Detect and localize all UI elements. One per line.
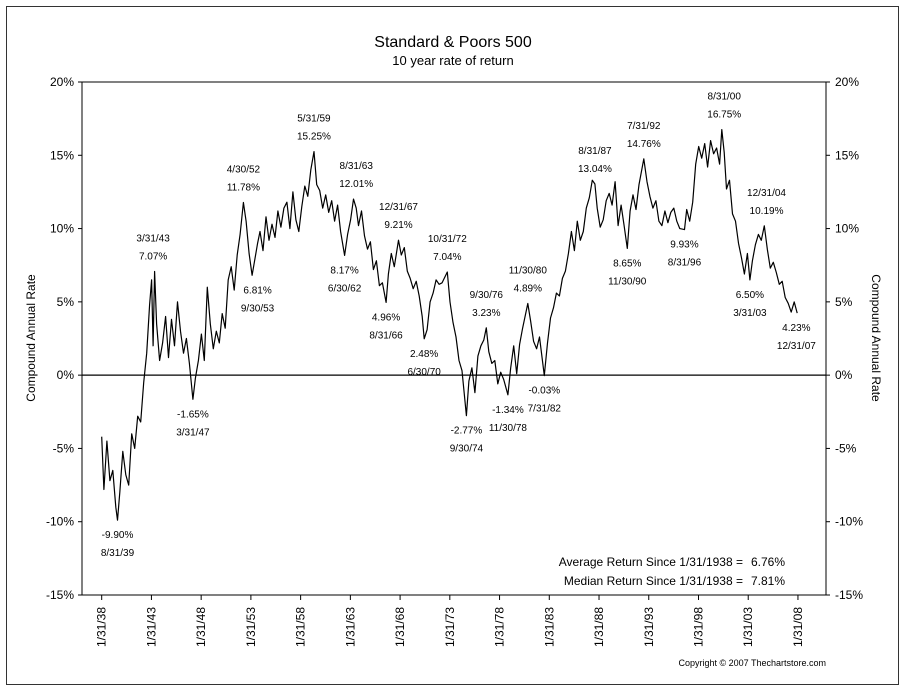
- y-tick-label-right: -15%: [835, 588, 863, 602]
- plot-area: [81, 81, 827, 596]
- y-tick-label-right: 20%: [835, 75, 859, 89]
- x-tick-label: 1/31/53: [244, 607, 258, 647]
- x-tick-label: 1/31/78: [493, 607, 507, 647]
- y-tick-label-left: 5%: [57, 295, 75, 309]
- y-tick-label-right: 5%: [835, 295, 853, 309]
- annotation-date: 3/31/47: [176, 427, 210, 438]
- annotation-value: 6.81%: [243, 285, 271, 296]
- annotation-value: -2.77%: [451, 426, 483, 437]
- annotation-date: 7/31/82: [528, 404, 562, 415]
- annotation-date: 7/31/92: [627, 121, 661, 132]
- annotation-value: 4.23%: [782, 323, 810, 334]
- x-tick-label: 1/31/43: [144, 607, 158, 647]
- x-tick-label: 1/31/08: [791, 607, 805, 647]
- annotation-value: 2.48%: [410, 349, 438, 360]
- annotation-date: 12/31/04: [747, 188, 786, 199]
- y-tick-label-left: 15%: [50, 148, 74, 162]
- annotation-date: 12/31/07: [777, 341, 816, 352]
- x-tick-label: 1/31/98: [691, 607, 705, 647]
- annotation-value: 11.78%: [227, 182, 260, 193]
- annotation-date: 5/31/59: [297, 114, 331, 125]
- annotation-date: 4/30/52: [227, 164, 261, 175]
- y-tick-label-right: 0%: [835, 368, 853, 382]
- annotation-value: 4.96%: [372, 312, 400, 323]
- x-tick-label: 1/31/88: [592, 607, 606, 647]
- annotation-date: 3/31/43: [136, 234, 170, 245]
- annotation-value: 8.65%: [613, 258, 641, 269]
- y-tick-label-right: -10%: [835, 515, 863, 529]
- annotation-date: 3/31/03: [733, 308, 767, 319]
- annotation-date: 12/31/67: [379, 202, 418, 213]
- x-tick-label: 1/31/38: [95, 607, 109, 647]
- stat-value: 6.76%: [751, 555, 785, 569]
- series-line: [101, 129, 798, 521]
- annotation-date: 11/30/80: [509, 265, 548, 276]
- annotation-value: 13.04%: [578, 164, 612, 175]
- y-tick-label-right: 10%: [835, 222, 859, 236]
- annotation-value: 3.23%: [472, 308, 500, 319]
- chart-title: Standard & Poors 500: [374, 34, 532, 51]
- annotation-value: 10.19%: [750, 206, 784, 217]
- annotation-date: 11/30/78: [489, 423, 528, 434]
- stat-label: Median Return Since 1/31/1938 =: [564, 574, 743, 588]
- annotation-date: 6/30/62: [328, 283, 362, 294]
- annotation-value: -0.03%: [528, 386, 560, 397]
- annotation-value: -1.65%: [177, 409, 209, 420]
- x-tick-label: 1/31/68: [393, 607, 407, 647]
- annotation-value: 6.50%: [736, 290, 764, 301]
- annotation-value: 15.25%: [297, 132, 331, 143]
- annotation-value: 4.89%: [514, 283, 542, 294]
- y-axis-label-left: Compound Annual Rate: [24, 274, 38, 402]
- x-tick-label: 1/31/48: [194, 607, 208, 647]
- annotation-date: 11/30/90: [608, 276, 647, 287]
- y-tick-label-left: 20%: [50, 75, 74, 89]
- y-tick-label-left: 0%: [57, 368, 75, 382]
- annotation-date: 10/31/72: [428, 234, 467, 245]
- y-axis-label-right: Compound Annual Rate: [869, 274, 883, 402]
- annotation-date: 9/30/74: [450, 444, 484, 455]
- x-tick-label: 1/31/58: [294, 607, 308, 647]
- x-tick-label: 1/31/03: [741, 607, 755, 647]
- x-tick-label: 1/31/93: [642, 607, 656, 647]
- annotation-date: 6/30/70: [407, 367, 441, 378]
- annotation-value: 9.21%: [384, 220, 412, 231]
- chart-frame: [6, 6, 899, 685]
- chart-subtitle: 10 year rate of return: [392, 53, 513, 68]
- annotation-value: 7.07%: [139, 252, 167, 263]
- annotation-date: 9/30/53: [241, 303, 275, 314]
- annotation-date: 9/30/76: [470, 290, 504, 301]
- y-tick-label-left: -5%: [53, 441, 75, 455]
- annotation-value: -1.34%: [492, 405, 524, 416]
- x-tick-label: 1/31/63: [343, 607, 357, 647]
- annotation-value: 8.17%: [330, 265, 358, 276]
- copyright-text: Copyright © 2007 Thechartstore.com: [678, 658, 826, 668]
- stat-label: Average Return Since 1/31/1938 =: [559, 555, 743, 569]
- annotation-value: 7.04%: [433, 252, 461, 263]
- y-tick-label-left: -10%: [46, 515, 74, 529]
- stat-value: 7.81%: [751, 574, 785, 588]
- y-tick-label-right: 15%: [835, 148, 859, 162]
- x-tick-label: 1/31/73: [443, 607, 457, 647]
- annotation-date: 8/31/66: [369, 330, 403, 341]
- annotation-date: 8/31/87: [578, 146, 612, 157]
- annotation-value: 16.75%: [707, 110, 741, 121]
- annotation-date: 8/31/39: [101, 548, 135, 559]
- annotation-date: 8/31/63: [340, 161, 374, 172]
- annotation-value: -9.90%: [102, 530, 134, 541]
- y-tick-label-left: -15%: [46, 588, 74, 602]
- annotation-date: 8/31/96: [668, 258, 702, 269]
- x-tick-label: 1/31/83: [542, 607, 556, 647]
- annotation-value: 14.76%: [627, 139, 661, 150]
- annotation-date: 8/31/00: [708, 92, 742, 103]
- y-tick-label-left: 10%: [50, 222, 74, 236]
- annotation-value: 12.01%: [339, 179, 373, 190]
- y-tick-label-right: -5%: [835, 441, 857, 455]
- annotation-value: 9.93%: [670, 240, 698, 251]
